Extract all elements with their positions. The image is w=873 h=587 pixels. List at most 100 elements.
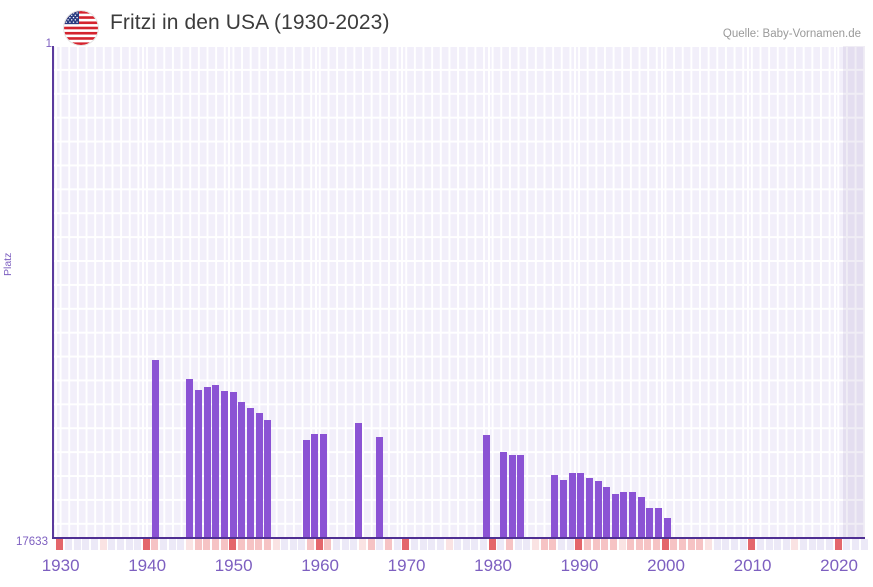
x-tick-1987 xyxy=(549,539,557,550)
x-axis-label-1930: 1930 xyxy=(41,556,80,575)
bar-1954[interactable] xyxy=(264,420,271,539)
gridline-1970 xyxy=(401,46,404,539)
x-tick-1998 xyxy=(644,539,652,550)
x-tick-1974 xyxy=(436,539,444,550)
x-tick-2000 xyxy=(661,539,669,550)
x-tick-1967 xyxy=(376,539,384,550)
x-tick-1986 xyxy=(540,539,548,550)
bar-1994[interactable] xyxy=(577,473,584,539)
x-tick-1985 xyxy=(532,539,540,550)
x-tick-1971 xyxy=(410,539,418,550)
x-tick-1932 xyxy=(73,539,81,550)
bar-1982[interactable] xyxy=(483,435,490,539)
bar-1995[interactable] xyxy=(586,478,593,539)
x-tick-1973 xyxy=(428,539,436,550)
bar-1991[interactable] xyxy=(551,475,558,539)
x-axis-label-2010: 2010 xyxy=(733,556,772,575)
gridline-2000 xyxy=(660,46,663,539)
bar-1987[interactable] xyxy=(517,455,524,539)
x-tick-1993 xyxy=(601,539,609,550)
x-tick-1955 xyxy=(272,539,280,550)
x-tick-1952 xyxy=(246,539,254,550)
source-attribution: Quelle: Baby-Vornamen.de xyxy=(722,28,861,40)
bar-2001[interactable] xyxy=(638,497,645,539)
x-tick-1940 xyxy=(142,539,150,550)
bar-2004[interactable] xyxy=(664,518,671,539)
x-tick-2016 xyxy=(800,539,808,550)
x-axis-label-2000: 2000 xyxy=(647,556,685,575)
x-tick-1956 xyxy=(281,539,289,550)
bar-1968[interactable] xyxy=(376,437,383,539)
x-tick-2017 xyxy=(808,539,816,550)
chart-header: Fritzi in den USA (1930-2023) Quelle: Ba… xyxy=(0,0,873,46)
bar-1952[interactable] xyxy=(247,408,254,539)
x-tick-1975 xyxy=(445,539,453,550)
gridline-1980 xyxy=(487,46,490,539)
bar-2003[interactable] xyxy=(655,508,662,539)
bar-2000[interactable] xyxy=(629,492,636,539)
us-flag-icon xyxy=(64,11,98,45)
bar-1985[interactable] xyxy=(500,452,507,539)
x-tick-1935 xyxy=(99,539,107,550)
gridline-1990 xyxy=(574,46,577,539)
bar-1950[interactable] xyxy=(230,392,237,539)
bar-1998[interactable] xyxy=(612,494,619,539)
x-tick-2011 xyxy=(756,539,764,550)
x-axis-tick-strip xyxy=(52,539,868,550)
x-axis-label-1980: 1980 xyxy=(474,556,513,575)
bar-1948[interactable] xyxy=(212,385,219,539)
gridline-2020 xyxy=(833,46,836,539)
x-tick-1944 xyxy=(177,539,185,550)
x-axis-label-1990: 1990 xyxy=(560,556,599,575)
bar-1992[interactable] xyxy=(560,480,567,539)
bar-1999[interactable] xyxy=(620,492,627,539)
bar-1961[interactable] xyxy=(320,434,327,539)
x-tick-2020 xyxy=(834,539,842,550)
y-axis-bottom-label: 17633 xyxy=(16,536,48,548)
x-tick-2015 xyxy=(791,539,799,550)
gridline-1960 xyxy=(314,46,317,539)
x-tick-1965 xyxy=(359,539,367,550)
x-tick-2009 xyxy=(739,539,747,550)
x-tick-1992 xyxy=(592,539,600,550)
x-tick-1963 xyxy=(341,539,349,550)
bar-1949[interactable] xyxy=(221,391,228,539)
bar-1986[interactable] xyxy=(509,455,516,539)
x-tick-1954 xyxy=(263,539,271,550)
x-tick-1938 xyxy=(125,539,133,550)
x-tick-1976 xyxy=(454,539,462,550)
x-axis-label-1960: 1960 xyxy=(301,556,340,575)
bar-1951[interactable] xyxy=(238,402,245,539)
bar-1946[interactable] xyxy=(195,390,202,539)
bar-2002[interactable] xyxy=(646,508,653,539)
bar-1941[interactable] xyxy=(152,360,159,539)
x-tick-1957 xyxy=(289,539,297,550)
x-tick-2010 xyxy=(748,539,756,550)
x-tick-2007 xyxy=(722,539,730,550)
gridline-1930 xyxy=(55,46,58,539)
x-axis-label-2020: 2020 xyxy=(820,556,858,575)
bar-1945[interactable] xyxy=(186,379,193,539)
x-tick-1949 xyxy=(220,539,228,550)
x-tick-1959 xyxy=(307,539,315,550)
x-tick-2022 xyxy=(852,539,860,550)
bar-1996[interactable] xyxy=(595,481,602,539)
bar-1993[interactable] xyxy=(569,473,576,539)
bar-1953[interactable] xyxy=(256,413,263,539)
x-tick-2001 xyxy=(670,539,678,550)
bar-1947[interactable] xyxy=(204,387,211,539)
x-tick-1942 xyxy=(160,539,168,550)
x-tick-1977 xyxy=(462,539,470,550)
x-tick-1996 xyxy=(627,539,635,550)
bar-1997[interactable] xyxy=(603,487,610,539)
x-axis-label-1940: 1940 xyxy=(128,556,167,575)
bar-1959[interactable] xyxy=(303,440,310,539)
x-tick-1994 xyxy=(609,539,617,550)
x-tick-2023 xyxy=(860,539,868,550)
x-tick-2019 xyxy=(826,539,834,550)
bar-1960[interactable] xyxy=(311,434,318,539)
x-tick-1978 xyxy=(471,539,479,550)
x-tick-1936 xyxy=(108,539,116,550)
x-tick-1981 xyxy=(497,539,505,550)
bar-1966[interactable] xyxy=(355,423,362,539)
